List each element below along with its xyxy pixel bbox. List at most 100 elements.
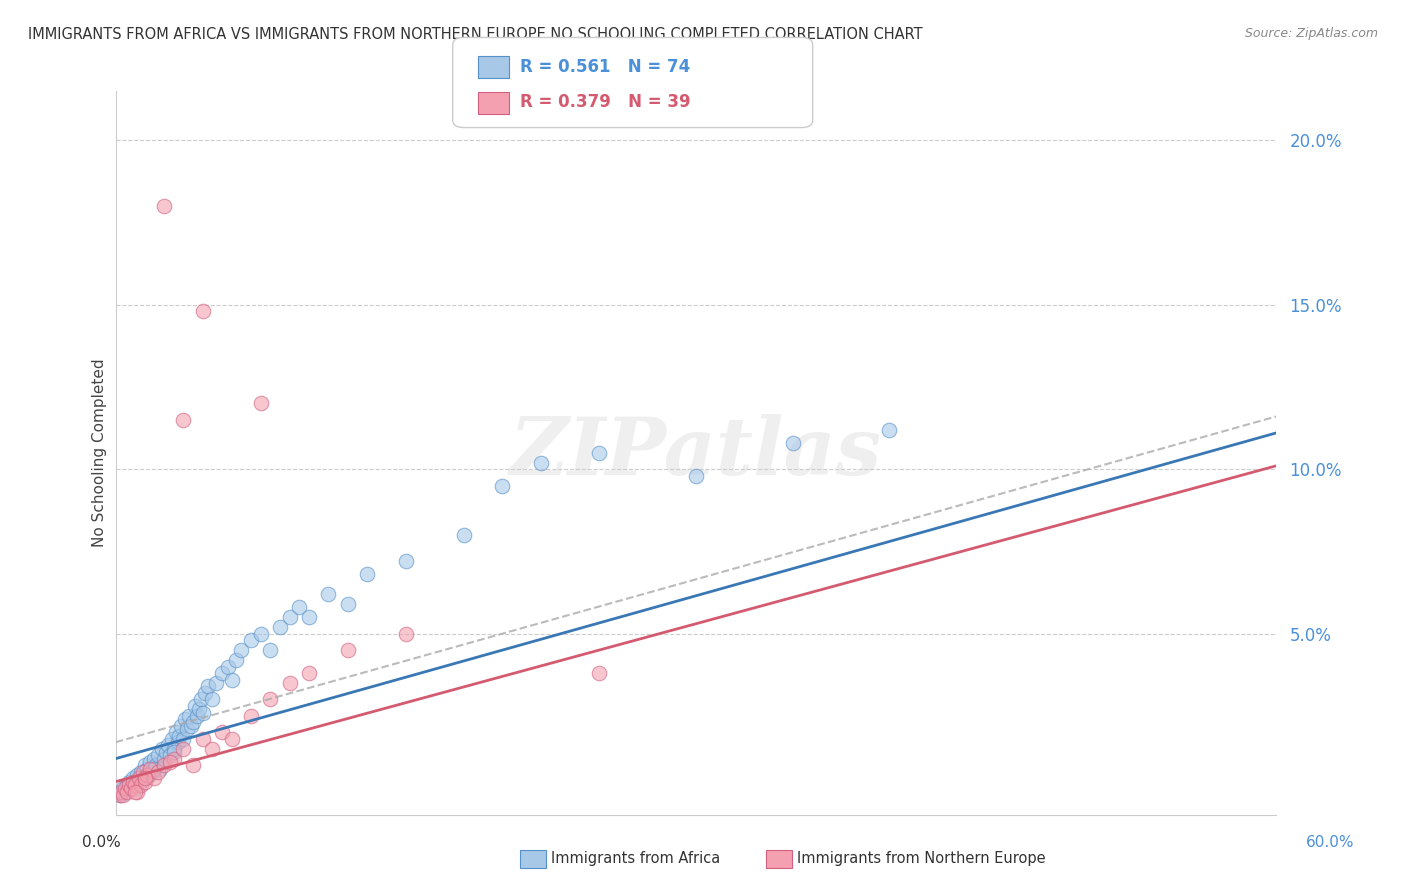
Point: [132, 764, 155, 779]
Point: [221, 673, 243, 687]
Point: [128, 772, 150, 786]
Point: [194, 686, 217, 700]
Text: Immigrants from Northern Europe: Immigrants from Northern Europe: [797, 852, 1046, 866]
Point: [181, 758, 204, 772]
Point: [124, 774, 146, 789]
Point: [288, 600, 311, 615]
Point: [129, 764, 152, 779]
Point: [240, 633, 263, 648]
Point: [143, 762, 166, 776]
Point: [201, 741, 224, 756]
Point: [179, 709, 201, 723]
Point: [114, 784, 136, 798]
Text: IMMIGRANTS FROM AFRICA VS IMMIGRANTS FROM NORTHERN EUROPE NO SCHOOLING COMPLETED: IMMIGRANTS FROM AFRICA VS IMMIGRANTS FRO…: [28, 27, 922, 42]
Point: [318, 587, 340, 601]
Point: [395, 554, 418, 568]
Point: [124, 784, 146, 798]
Point: [221, 731, 243, 746]
Point: [139, 755, 162, 769]
Point: [139, 762, 162, 776]
Point: [172, 731, 194, 746]
Point: [132, 772, 155, 786]
Point: [156, 739, 179, 753]
Point: [124, 781, 146, 796]
Point: [122, 774, 145, 789]
Point: [128, 778, 150, 792]
Point: [118, 778, 141, 792]
Point: [269, 620, 291, 634]
Point: [588, 445, 610, 460]
Point: [112, 781, 135, 796]
Point: [134, 772, 156, 786]
Point: [135, 768, 157, 782]
Point: [114, 781, 136, 796]
Point: [187, 702, 209, 716]
Point: [160, 731, 183, 746]
Text: Source: ZipAtlas.com: Source: ZipAtlas.com: [1244, 27, 1378, 40]
Point: [205, 676, 228, 690]
Point: [176, 722, 198, 736]
Point: [453, 528, 475, 542]
Point: [685, 468, 707, 483]
Point: [166, 735, 188, 749]
Point: [141, 764, 163, 779]
Text: R = 0.561   N = 74: R = 0.561 N = 74: [520, 58, 690, 76]
Point: [117, 778, 139, 792]
Text: R = 0.379   N = 39: R = 0.379 N = 39: [520, 94, 690, 112]
Point: [163, 745, 186, 759]
Point: [108, 788, 131, 802]
Point: [148, 748, 170, 763]
Point: [877, 423, 900, 437]
Point: [108, 788, 131, 802]
Point: [159, 748, 181, 763]
Text: ZIPatlas: ZIPatlas: [510, 414, 882, 491]
Point: [356, 567, 378, 582]
Point: [191, 304, 214, 318]
Point: [298, 666, 321, 681]
Point: [159, 755, 181, 769]
Point: [153, 758, 176, 772]
Point: [336, 597, 359, 611]
Point: [201, 692, 224, 706]
Point: [110, 784, 132, 798]
Point: [172, 741, 194, 756]
Point: [395, 626, 418, 640]
Point: [135, 762, 157, 776]
Y-axis label: No Schooling Completed: No Schooling Completed: [93, 359, 107, 547]
Point: [180, 719, 202, 733]
Point: [298, 610, 321, 624]
Point: [249, 626, 271, 640]
Point: [124, 778, 146, 792]
Point: [184, 698, 207, 713]
Point: [165, 725, 187, 739]
Point: [120, 781, 142, 796]
Point: [125, 784, 148, 798]
Point: [118, 774, 141, 789]
Point: [231, 643, 253, 657]
Point: [117, 784, 139, 798]
Point: [186, 709, 208, 723]
Point: [145, 758, 167, 772]
Point: [181, 715, 204, 730]
Point: [190, 692, 212, 706]
Point: [249, 396, 271, 410]
Point: [259, 643, 281, 657]
Point: [259, 692, 281, 706]
Point: [150, 741, 173, 756]
Text: 60.0%: 60.0%: [1306, 836, 1354, 850]
Point: [174, 712, 197, 726]
Point: [143, 751, 166, 765]
Point: [530, 456, 553, 470]
Point: [191, 731, 214, 746]
Point: [129, 778, 152, 792]
Point: [149, 762, 172, 776]
Text: Immigrants from Africa: Immigrants from Africa: [551, 852, 720, 866]
Point: [122, 772, 145, 786]
Point: [134, 772, 156, 786]
Point: [225, 653, 247, 667]
Point: [170, 719, 193, 733]
Point: [153, 199, 176, 213]
Point: [134, 758, 156, 772]
Point: [197, 679, 219, 693]
Point: [112, 788, 135, 802]
